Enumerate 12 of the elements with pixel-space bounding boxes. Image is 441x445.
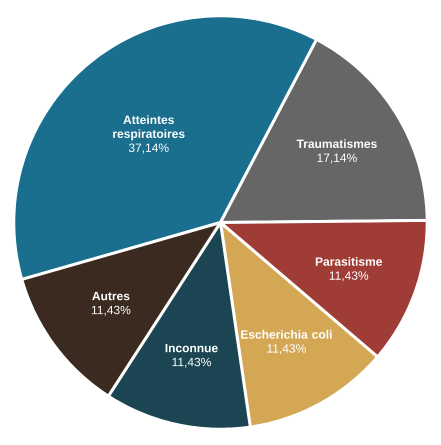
data-label: 11,43% (172, 358, 211, 368)
data-label: 17,14% (317, 154, 357, 164)
slice-label: Autres (92, 292, 130, 300)
slice-label: Parasitisme (316, 257, 382, 266)
data-label: 11,43% (267, 344, 306, 354)
slice-label: Escherichia coli (241, 330, 332, 339)
data-label: 11,43% (92, 306, 130, 316)
slice-label: Inconnue (166, 344, 218, 352)
data-label: 37,14% (128, 144, 169, 154)
slice-label: Atteintes respiratoires (113, 115, 185, 140)
data-label: 11,43% (330, 271, 368, 282)
slice-label: Traumatismes (296, 139, 377, 148)
